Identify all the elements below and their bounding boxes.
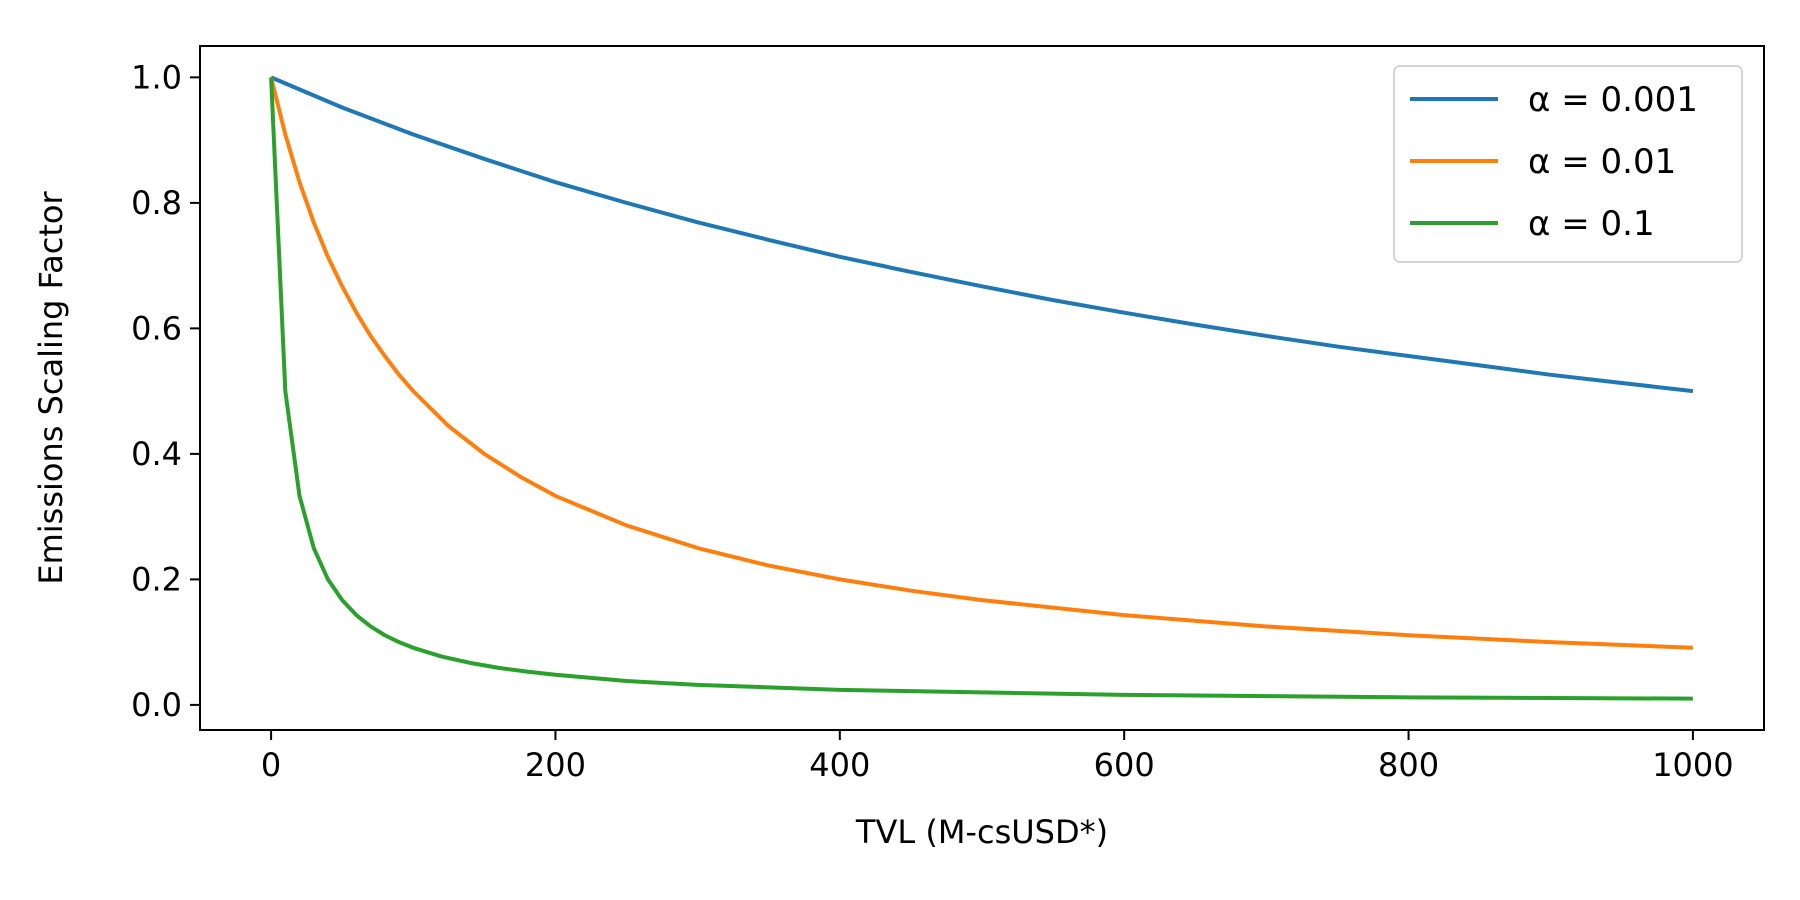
x-tick-label: 600 xyxy=(1094,746,1155,784)
y-tick-label: 0.0 xyxy=(131,686,182,724)
legend-entry-3: α = 0.1 xyxy=(1528,204,1655,244)
y-tick-label: 0.2 xyxy=(131,560,182,598)
x-tick-label: 800 xyxy=(1378,746,1439,784)
plot-frame xyxy=(199,45,1765,731)
legend-box xyxy=(1393,65,1743,263)
x-tick-label: 200 xyxy=(525,746,586,784)
y-tick-label: 0.8 xyxy=(131,184,182,222)
series-line-2 xyxy=(269,76,1693,650)
x-axis: 0 200 400 600 800 1000 xyxy=(261,730,1734,784)
legend-entry-1: α = 0.001 xyxy=(1528,80,1698,120)
y-tick-label: 0.4 xyxy=(131,435,182,473)
series-line-3 xyxy=(269,77,1693,701)
x-tick-label: 400 xyxy=(809,746,870,784)
y-tick-label: 1.0 xyxy=(131,58,182,96)
legend-entry-2: α = 0.01 xyxy=(1528,142,1676,182)
legend: α = 0.001 α = 0.01 α = 0.1 xyxy=(1393,65,1743,263)
y-axis: 0.0 0.2 0.4 0.6 0.8 1.0 xyxy=(131,58,200,724)
y-axis-label: Emissions Scaling Factor xyxy=(32,191,70,585)
series-line-1 xyxy=(270,75,1694,394)
x-tick-label: 1000 xyxy=(1652,746,1733,784)
series-layer xyxy=(269,75,1694,701)
y-tick-label: 0.6 xyxy=(131,309,182,347)
x-tick-label: 0 xyxy=(261,746,281,784)
x-axis-label: TVL (M-csUSD*) xyxy=(855,813,1108,851)
